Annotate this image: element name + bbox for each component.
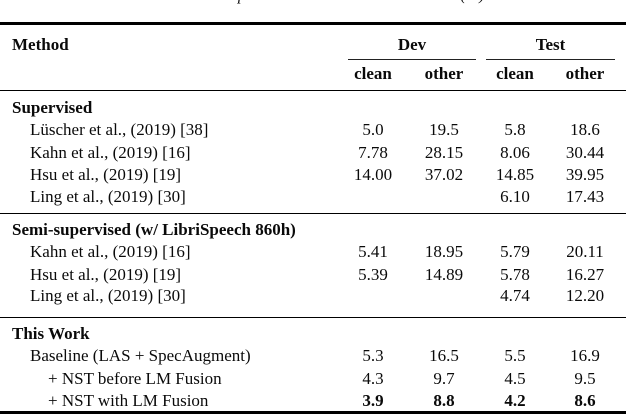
test-clean-cell: 5.79: [500, 242, 530, 261]
table-row: Baseline (LAS + SpecAugment) 5.3 16.5 5.…: [0, 345, 620, 367]
header-midrule: [0, 90, 626, 92]
method-cell: Lüscher et al., (2019) [38]: [30, 120, 209, 139]
dev-other-cell: 8.8: [433, 391, 455, 410]
dev-clean-cell: 5.39: [358, 265, 388, 284]
dev-other-cell: 9.7: [433, 369, 455, 388]
dev-clean-cell: 14.00: [353, 165, 393, 184]
test-other-cell: 20.11: [566, 242, 604, 261]
test-cmidrule: [486, 59, 615, 61]
table-row: Hsu et al., (2019) [19] 5.39 14.89 5.78 …: [0, 264, 620, 286]
test-other-cell: 9.5: [574, 369, 596, 388]
test-other-cell: 30.44: [565, 143, 605, 162]
method-cell: Ling et al., (2019) [30]: [30, 286, 186, 305]
subheader-test-other: other: [565, 64, 605, 83]
method-cell: Ling et al., (2019) [30]: [30, 187, 186, 206]
table-row: Lüscher et al., (2019) [38] 5.0 19.5 5.8…: [0, 119, 620, 141]
dev-clean-cell: 5.3: [362, 346, 384, 365]
test-other-cell: 39.95: [565, 165, 605, 184]
top-rule: [0, 22, 626, 25]
test-clean-cell: 5.5: [504, 346, 526, 365]
method-cell: + NST with LM Fusion: [48, 391, 209, 410]
subheader-test-clean: clean: [496, 64, 534, 83]
dev-other-cell: 37.02: [424, 165, 464, 184]
test-other-cell: 16.27: [565, 265, 605, 284]
method-cell: Kahn et al., (2019) [16]: [30, 143, 191, 162]
section-title-supervised: Supervised: [12, 98, 93, 117]
dev-clean-cell: 5.41: [358, 242, 388, 261]
test-other-cell: 18.6: [570, 120, 600, 139]
dev-other-cell: 14.89: [424, 265, 464, 284]
dev-clean-cell: 7.78: [358, 143, 388, 162]
dev-clean-cell: 5.0: [362, 120, 384, 139]
dev-clean-cell: 3.9: [362, 391, 384, 410]
section-midrule: [0, 213, 626, 215]
column-group-test: Test: [535, 35, 566, 54]
table-row: Ling et al., (2019) [30] 4.74 12.20: [0, 285, 620, 307]
test-clean-cell: 4.74: [500, 286, 530, 305]
method-cell: + NST before LM Fusion: [48, 369, 222, 388]
bottom-rule: [0, 411, 626, 414]
dev-other-cell: 18.95: [424, 242, 464, 261]
test-other-cell: 16.9: [570, 346, 600, 365]
method-cell: Kahn et al., (2019) [16]: [30, 242, 191, 261]
dev-cmidrule: [348, 59, 476, 61]
test-clean-cell: 6.10: [500, 187, 530, 206]
test-other-cell: 12.20: [565, 286, 605, 305]
dev-other-cell: 19.5: [429, 120, 459, 139]
test-other-cell: 17.43: [565, 187, 605, 206]
section-midrule: [0, 317, 626, 319]
test-clean-cell: 5.8: [504, 120, 526, 139]
method-cell: Baseline (LAS + SpecAugment): [30, 346, 251, 365]
table-row: + NST before LM Fusion 4.3 9.7 4.5 9.5: [0, 368, 620, 390]
column-header-method: Method: [12, 35, 69, 54]
test-clean-cell: 14.85: [495, 165, 535, 184]
test-clean-cell: 5.78: [500, 265, 530, 284]
table-caption: Table 4: LibriSpeech 100h dev and test s…: [0, 0, 626, 4]
table-row: Kahn et al., (2019) [16] 7.78 28.15 8.06…: [0, 142, 620, 164]
section-title-semi-supervised: Semi-supervised (w/ LibriSpeech 860h): [12, 220, 296, 239]
dev-clean-cell: 4.3: [362, 369, 384, 388]
column-group-dev: Dev: [397, 35, 427, 54]
test-clean-cell: 4.2: [504, 391, 526, 410]
table-row-best-result: + NST with LM Fusion 3.9 8.8 4.2 8.6: [0, 390, 620, 412]
dev-other-cell: 28.15: [424, 143, 464, 162]
subheader-dev-clean: clean: [354, 64, 392, 83]
test-clean-cell: 4.5: [504, 369, 526, 388]
method-cell: Hsu et al., (2019) [19]: [30, 265, 182, 284]
table-row: Ling et al., (2019) [30] 6.10 17.43: [0, 186, 620, 208]
table-row: Hsu et al., (2019) [19] 14.00 37.02 14.8…: [0, 164, 620, 186]
test-clean-cell: 8.06: [500, 143, 530, 162]
dev-other-cell: 16.5: [429, 346, 459, 365]
subheader-dev-other: other: [424, 64, 464, 83]
table-row: Kahn et al., (2019) [16] 5.41 18.95 5.79…: [0, 241, 620, 263]
test-other-cell: 8.6: [574, 391, 596, 410]
method-cell: Hsu et al., (2019) [19]: [30, 165, 182, 184]
section-title-this-work: This Work: [12, 324, 90, 343]
